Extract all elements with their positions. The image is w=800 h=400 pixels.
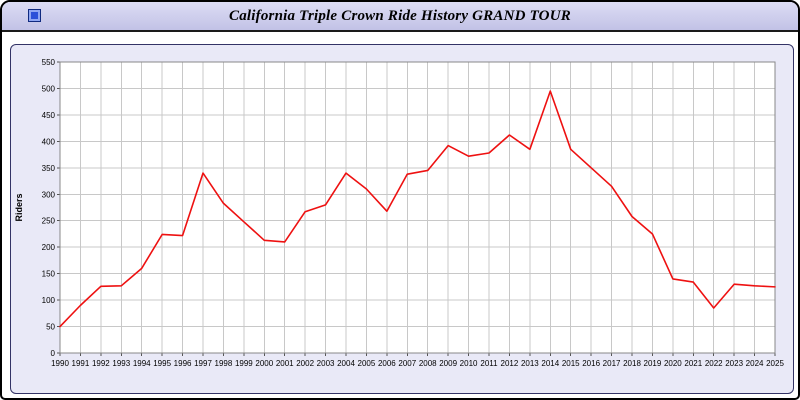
svg-text:2007: 2007 xyxy=(398,359,416,368)
title-bar: California Triple Crown Ride History GRA… xyxy=(2,2,798,32)
svg-text:300: 300 xyxy=(42,190,56,199)
svg-text:2017: 2017 xyxy=(603,359,621,368)
svg-text:2013: 2013 xyxy=(521,359,539,368)
svg-text:2019: 2019 xyxy=(644,359,662,368)
svg-text:2003: 2003 xyxy=(317,359,335,368)
riders-series-line xyxy=(59,90,776,328)
svg-text:2023: 2023 xyxy=(725,359,743,368)
svg-text:1991: 1991 xyxy=(72,359,90,368)
y-axis-labels: 0 50 100 150 200 250 300 350 400 450 500 550 xyxy=(42,58,56,358)
svg-text:350: 350 xyxy=(42,164,56,173)
svg-text:200: 200 xyxy=(42,243,56,252)
svg-text:2008: 2008 xyxy=(419,359,437,368)
svg-text:150: 150 xyxy=(42,270,56,279)
svg-text:400: 400 xyxy=(42,137,56,146)
x-axis-labels: 1990 1991 1992 1993 1994 1995 1996 1997 1998 1999… xyxy=(51,359,784,368)
svg-text:550: 550 xyxy=(42,58,56,67)
svg-text:2004: 2004 xyxy=(337,359,355,368)
plot-area xyxy=(60,62,775,353)
svg-text:1994: 1994 xyxy=(133,359,151,368)
svg-text:1999: 1999 xyxy=(235,359,253,368)
svg-text:2022: 2022 xyxy=(705,359,723,368)
plot-border xyxy=(59,61,776,354)
svg-text:2012: 2012 xyxy=(501,359,519,368)
svg-text:2016: 2016 xyxy=(582,359,600,368)
svg-text:1993: 1993 xyxy=(112,359,130,368)
svg-text:2000: 2000 xyxy=(255,359,273,368)
svg-text:2024: 2024 xyxy=(746,359,764,368)
svg-text:2014: 2014 xyxy=(541,359,559,368)
svg-text:1997: 1997 xyxy=(194,359,212,368)
svg-text:1996: 1996 xyxy=(174,359,192,368)
svg-text:100: 100 xyxy=(42,296,56,305)
svg-text:500: 500 xyxy=(42,84,56,93)
svg-text:50: 50 xyxy=(46,323,55,332)
svg-text:2002: 2002 xyxy=(296,359,314,368)
gridlines xyxy=(60,62,775,353)
svg-text:2015: 2015 xyxy=(562,359,580,368)
window-icon xyxy=(28,9,41,22)
y-axis-title: Riders xyxy=(14,193,24,221)
svg-text:1992: 1992 xyxy=(92,359,110,368)
svg-text:450: 450 xyxy=(42,111,56,120)
svg-text:1990: 1990 xyxy=(51,359,69,368)
svg-text:2018: 2018 xyxy=(623,359,641,368)
svg-text:2005: 2005 xyxy=(358,359,376,368)
svg-text:1998: 1998 xyxy=(215,359,233,368)
svg-text:2001: 2001 xyxy=(276,359,294,368)
svg-text:2010: 2010 xyxy=(460,359,478,368)
svg-text:2006: 2006 xyxy=(378,359,396,368)
svg-text:2011: 2011 xyxy=(480,359,498,368)
svg-text:0: 0 xyxy=(51,349,56,358)
svg-text:2020: 2020 xyxy=(664,359,682,368)
svg-text:2025: 2025 xyxy=(766,359,784,368)
chart-title: California Triple Crown Ride History GRA… xyxy=(229,7,571,24)
chart-panel: 0 50 100 150 200 250 300 350 400 450 500 550 1990 199… xyxy=(10,44,794,394)
svg-text:250: 250 xyxy=(42,217,56,226)
svg-text:2021: 2021 xyxy=(684,359,702,368)
svg-text:1995: 1995 xyxy=(153,359,171,368)
svg-text:2009: 2009 xyxy=(439,359,457,368)
